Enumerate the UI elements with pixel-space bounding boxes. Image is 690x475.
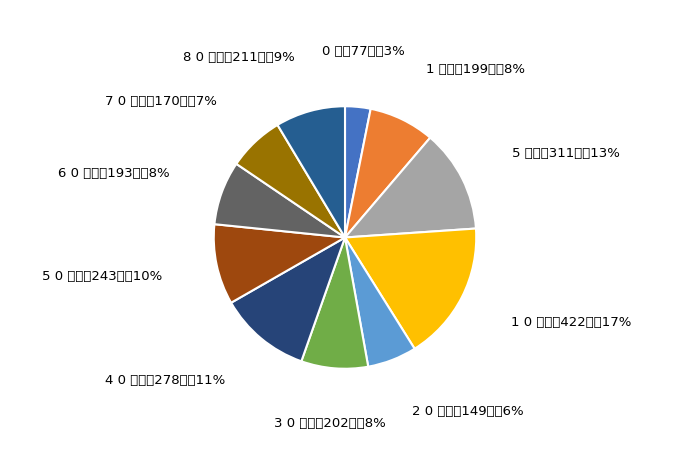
Wedge shape [345,138,476,238]
Wedge shape [237,125,345,238]
Wedge shape [302,238,368,369]
Text: 4 0 歳～，278人，11%: 4 0 歳～，278人，11% [106,374,226,388]
Wedge shape [345,109,430,238]
Text: 1 歳～，199人，8%: 1 歳～，199人，8% [426,63,526,76]
Text: 2 0 歳～，149人，6%: 2 0 歳～，149人，6% [412,405,524,418]
Text: 7 0 歳～，170人，7%: 7 0 歳～，170人，7% [105,95,217,108]
Wedge shape [215,164,345,238]
Wedge shape [345,228,476,349]
Text: 8 0 歳～，211人，9%: 8 0 歳～，211人，9% [184,51,295,64]
Wedge shape [345,238,415,367]
Text: 6 0 歳～，193人，8%: 6 0 歳～，193人，8% [58,167,170,180]
Text: 1 0 歳～，422人，17%: 1 0 歳～，422人，17% [511,316,631,329]
Text: 3 0 歳～，202人，8%: 3 0 歳～，202人，8% [274,417,386,430]
Text: 5 歳～，311人，13%: 5 歳～，311人，13% [512,147,620,160]
Text: 5 0 歳～，243人，10%: 5 0 歳～，243人，10% [42,270,162,283]
Wedge shape [277,106,345,238]
Text: 0 歳，77人，3%: 0 歳，77人，3% [322,45,405,58]
Wedge shape [214,224,345,303]
Wedge shape [345,106,371,238]
Wedge shape [231,238,345,361]
